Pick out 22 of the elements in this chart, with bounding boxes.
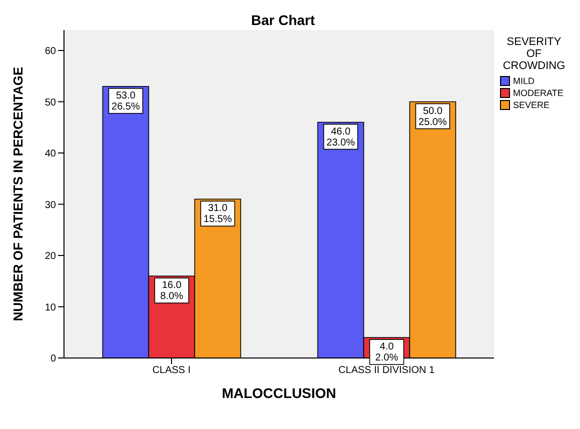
legend-label: SEVERE bbox=[512, 100, 551, 110]
x-axis-title: MALOCCLUSION bbox=[222, 385, 336, 401]
chart-title: Bar Chart bbox=[250, 12, 316, 28]
x-tick-label: CLASS II DIVISION 1 bbox=[338, 365, 436, 376]
legend-label: MODERATE bbox=[512, 88, 564, 98]
y-tick-label: 10 bbox=[44, 302, 56, 314]
y-tick-label: 30 bbox=[44, 200, 56, 211]
x-tick-label: CLASS I bbox=[152, 365, 191, 376]
data-label: 31.0 15.5% bbox=[204, 203, 232, 226]
data-label: 16.0 8.0% bbox=[160, 280, 184, 302]
y-tick-label: 50 bbox=[44, 97, 56, 108]
y-tick-label: 40 bbox=[44, 148, 56, 160]
y-tick-label: 20 bbox=[44, 251, 56, 262]
legend-title: SEVERITY OF CROWDING bbox=[502, 36, 566, 72]
y-tick-label: 60 bbox=[44, 46, 56, 58]
data-label: 46.0 23.0% bbox=[326, 126, 355, 148]
legend-label: MILD bbox=[512, 76, 536, 86]
y-tick-label: 0 bbox=[50, 354, 56, 365]
data-label: 50.0 25.0% bbox=[418, 106, 447, 128]
y-axis-title: NUMBER OF PATIENTS IN PERCENTAGE bbox=[10, 66, 26, 322]
data-label: 4.0 2.0% bbox=[375, 342, 398, 364]
data-label: 53.0 26.5% bbox=[112, 90, 140, 112]
